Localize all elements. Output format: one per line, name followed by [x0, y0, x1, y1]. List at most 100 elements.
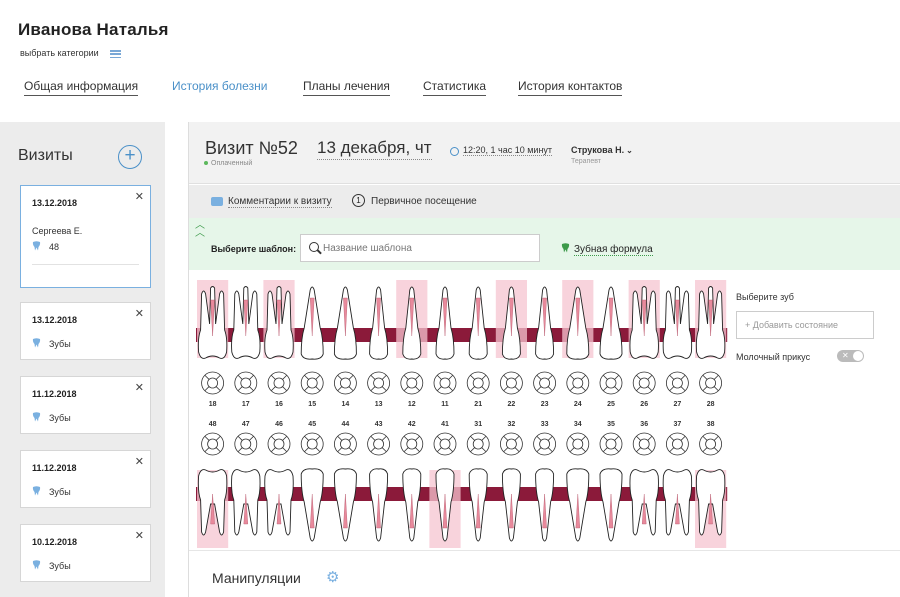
lower-tooth-34[interactable]: [566, 468, 590, 542]
tooth-surface-31[interactable]: [466, 432, 490, 456]
tab-statistics[interactable]: Статистика: [423, 79, 487, 96]
tooth-surface-38[interactable]: [699, 432, 722, 456]
tooth-surface-46[interactable]: [267, 432, 291, 456]
tab-medical-history[interactable]: История болезни: [172, 79, 268, 93]
upper-tooth-28[interactable]: [695, 280, 727, 359]
comments-link[interactable]: Комментарии к визиту: [228, 196, 332, 208]
upper-tooth-25[interactable]: [599, 286, 623, 360]
tooth-surface-43[interactable]: [367, 432, 391, 456]
upper-tooth-14[interactable]: [333, 286, 357, 360]
upper-tooth-12[interactable]: [396, 280, 428, 360]
visit-card[interactable]: 11.12.2018 ✕ Зубы: [20, 450, 151, 508]
tooth-surface-21[interactable]: [466, 371, 490, 395]
visit-date-picker[interactable]: 13 декабря, чт: [317, 138, 432, 160]
upper-tooth-18[interactable]: [197, 280, 229, 359]
tooth-number: 17: [242, 401, 250, 408]
lower-tooth-38[interactable]: [695, 469, 727, 548]
upper-tooth-11[interactable]: [435, 286, 455, 360]
tooth-surface-36[interactable]: [632, 432, 656, 456]
tooth-surface-15[interactable]: [300, 371, 324, 395]
visit-card[interactable]: 11.12.2018 ✕ Зубы: [20, 376, 151, 434]
lower-tooth-41[interactable]: [429, 468, 461, 548]
visit-card[interactable]: 10.12.2018 ✕ Зубы: [20, 524, 151, 582]
tooth-surface-24[interactable]: [566, 371, 590, 395]
chevron-up-double-icon[interactable]: ︿ ︿: [195, 220, 205, 239]
gear-icon[interactable]: ⚙: [326, 569, 340, 586]
tooth-surface-27[interactable]: [665, 371, 689, 395]
lower-tooth-31[interactable]: [468, 468, 488, 542]
upper-tooth-24[interactable]: [562, 280, 594, 360]
lower-tooth-48[interactable]: [197, 469, 229, 548]
tooth-surface-33[interactable]: [533, 432, 557, 456]
tooth-surface-26[interactable]: [632, 371, 656, 395]
upper-tooth-16[interactable]: [263, 280, 295, 359]
tooth-surface-34[interactable]: [566, 432, 590, 456]
tooth-surface-45[interactable]: [300, 432, 324, 456]
lower-tooth-36[interactable]: [629, 469, 659, 536]
tooth-surface-16[interactable]: [267, 371, 291, 395]
dental-chart[interactable]: 18 48 17 47 16 46 15 45 14 44 13 43 12 42 11 41 21 31 22 32…: [194, 280, 734, 550]
lower-tooth-37[interactable]: [662, 469, 693, 536]
tooth-surface-35[interactable]: [599, 432, 623, 456]
lower-tooth-43[interactable]: [369, 468, 389, 542]
choose-tooth-label: Выберите зуб: [736, 292, 794, 302]
lower-tooth-42[interactable]: [402, 468, 422, 542]
tooth-surface-42[interactable]: [400, 432, 424, 456]
tooth-surface-17[interactable]: [234, 371, 258, 395]
upper-tooth-22[interactable]: [495, 280, 527, 360]
tooth-surface-37[interactable]: [665, 432, 689, 456]
lower-tooth-47[interactable]: [231, 469, 261, 536]
upper-tooth-13[interactable]: [369, 286, 389, 360]
close-icon[interactable]: ✕: [134, 530, 144, 542]
upper-tooth-26[interactable]: [628, 280, 660, 359]
choose-category-link[interactable]: выбрать категории: [20, 48, 99, 58]
tooth-surface-12[interactable]: [400, 371, 424, 395]
tooth-surface-23[interactable]: [533, 371, 557, 395]
template-search-box[interactable]: [300, 234, 540, 262]
add-state-label: + Добавить состояние: [745, 320, 839, 330]
template-search-input[interactable]: [323, 240, 533, 256]
divider: [32, 264, 139, 265]
lower-tooth-45[interactable]: [300, 468, 324, 542]
tooth-surface-13[interactable]: [367, 371, 391, 395]
tooth-surface-44[interactable]: [333, 432, 357, 456]
upper-tooth-27[interactable]: [662, 286, 693, 359]
add-visit-button[interactable]: +: [118, 145, 142, 169]
visit-card[interactable]: 13.12.2018 ✕ Сергеева Е. 48: [20, 185, 151, 288]
tab-general-info[interactable]: Общая информация: [24, 79, 139, 96]
close-icon[interactable]: ✕: [134, 456, 144, 468]
dental-formula-link[interactable]: Зубная формула: [574, 244, 653, 256]
tooth-surface-18[interactable]: [201, 371, 225, 395]
add-state-button[interactable]: + Добавить состояние: [736, 311, 874, 339]
lower-tooth-35[interactable]: [599, 468, 623, 542]
tooth-surface-48[interactable]: [201, 432, 225, 456]
upper-tooth-21[interactable]: [468, 286, 488, 360]
close-icon[interactable]: ✕: [134, 191, 144, 203]
tooth-surface-25[interactable]: [599, 371, 623, 395]
close-icon[interactable]: ✕: [134, 382, 144, 394]
milk-bite-toggle[interactable]: ✕: [837, 350, 864, 362]
visit-time[interactable]: 12:20, 1 час 10 минут: [463, 145, 553, 156]
lower-tooth-44[interactable]: [333, 468, 357, 542]
tab-contact-history[interactable]: История контактов: [518, 79, 623, 96]
upper-tooth-23[interactable]: [535, 286, 555, 360]
lower-gum-band: [196, 487, 728, 501]
menu-icon[interactable]: [110, 50, 121, 59]
lower-tooth-46[interactable]: [264, 469, 294, 536]
tooth-surface-41[interactable]: [433, 432, 457, 456]
tab-treatment-plans[interactable]: Планы лечения: [303, 79, 390, 96]
close-icon[interactable]: ✕: [134, 308, 144, 320]
upper-tooth-17[interactable]: [231, 286, 261, 359]
tooth-surface-47[interactable]: [234, 432, 258, 456]
tooth-surface-14[interactable]: [333, 371, 357, 395]
lower-tooth-32[interactable]: [501, 468, 521, 542]
template-bar: ︿︿ Выберите шаблон: Зубная формула: [189, 218, 900, 270]
doctor-select[interactable]: Струкова Н. ⌄: [571, 145, 633, 155]
tooth-surface-22[interactable]: [499, 371, 523, 395]
visit-card[interactable]: 13.12.2018 ✕ Зубы: [20, 302, 151, 360]
tooth-surface-28[interactable]: [699, 371, 722, 395]
lower-tooth-33[interactable]: [535, 468, 555, 542]
tooth-surface-32[interactable]: [499, 432, 523, 456]
tooth-surface-11[interactable]: [433, 371, 457, 395]
upper-tooth-15[interactable]: [300, 286, 324, 360]
